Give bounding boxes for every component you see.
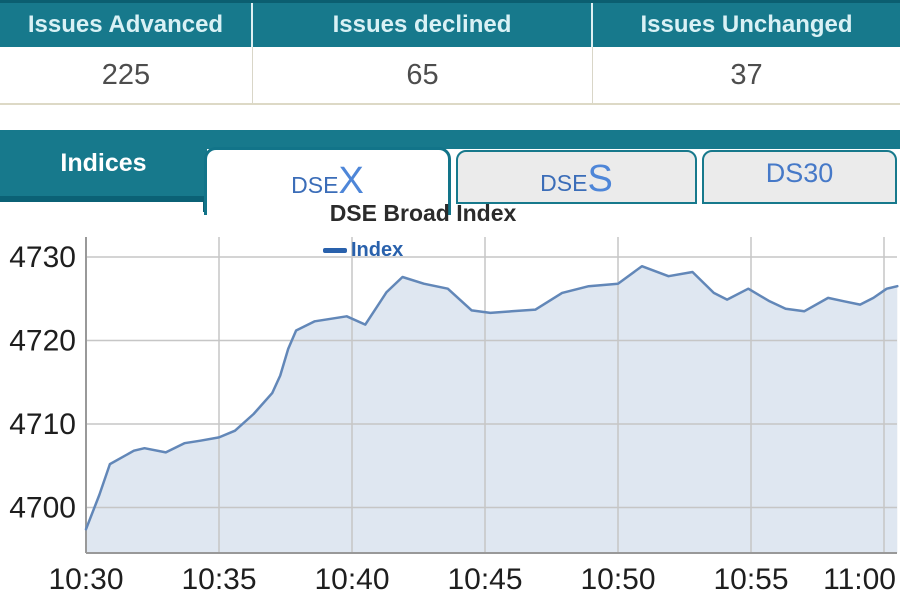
x-tick-label: 10:30 [48,563,123,596]
indices-header: Indices [0,130,207,196]
y-tick-label: 4700 [9,492,76,525]
issues-advanced-value: 225 [0,47,253,103]
chart-legend: Index [323,239,403,262]
tab-bar-strip [0,130,900,149]
tab-dses-prefix: DSE [540,170,588,196]
y-tick-label: 4730 [9,241,76,274]
tab-dses-suffix: S [587,158,613,200]
tab-dsex-suffix: X [338,160,364,202]
tab-dsex-prefix: DSE [291,172,339,198]
legend-label: Index [351,239,404,261]
issues-table: Issues Advanced Issues declined Issues U… [0,0,900,105]
tab-ds30-label: DS30 [765,158,834,188]
chart-line [84,264,899,531]
issues-unchanged-value: 37 [730,58,763,91]
indices-underline [0,196,211,202]
legend-line-icon [323,248,347,253]
chart-title: DSE Broad Index [329,200,517,226]
indices-label: Indices [60,148,147,177]
x-tick-label: 11:00 [823,563,896,596]
y-tick-label: 4710 [9,408,76,441]
tab-dsex[interactable]: DSE X [204,147,451,215]
x-tick-label: 10:50 [580,563,655,596]
issues-unchanged-header: Issues Unchanged [640,11,853,38]
x-tick-label: 10:35 [181,563,256,596]
issues-advanced-header: Issues Advanced [0,3,253,47]
y-tick-label: 4720 [9,325,76,358]
tab-dses[interactable]: DSE S [456,150,697,204]
x-tick-label: 10:40 [314,563,389,596]
issues-table-header-row: Issues Advanced Issues declined Issues U… [0,0,900,47]
x-tick-label: 10:55 [713,563,788,596]
issues-declined-header: Issues declined [253,3,593,47]
issues-declined-value: 65 [253,47,593,103]
chart-area-fill [86,266,898,553]
tab-ds30[interactable]: DS30 [702,150,897,204]
x-tick-label: 10:45 [447,563,522,596]
issues-table-value-row: 225 65 37 [0,47,900,105]
